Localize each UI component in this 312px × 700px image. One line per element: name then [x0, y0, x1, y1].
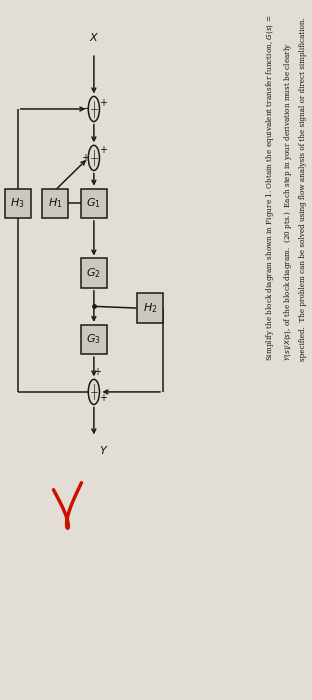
Text: $H_2$: $H_2$: [143, 301, 157, 315]
Text: $H_1$: $H_1$: [48, 197, 62, 210]
Text: +: +: [99, 393, 107, 403]
Text: +: +: [93, 368, 101, 377]
Bar: [5, 188, 31, 218]
Text: $G_1$: $G_1$: [86, 197, 101, 210]
Circle shape: [88, 379, 100, 405]
Bar: [81, 258, 107, 288]
Circle shape: [88, 97, 100, 122]
Text: Simplify the block diagram shown in Figure 1. Obtain the equivalent transfer fun: Simplify the block diagram shown in Figu…: [264, 15, 307, 361]
Bar: [81, 325, 107, 354]
Bar: [42, 188, 68, 218]
Text: −: −: [80, 104, 89, 114]
Bar: [81, 188, 107, 218]
Bar: [137, 293, 163, 323]
Text: $G_2$: $G_2$: [86, 266, 101, 280]
Text: +: +: [80, 153, 89, 163]
Text: +: +: [99, 98, 107, 108]
Text: $H_3$: $H_3$: [11, 197, 25, 210]
Circle shape: [88, 146, 100, 171]
Text: $Y$: $Y$: [100, 444, 109, 456]
Text: $X$: $X$: [89, 31, 99, 43]
Text: +: +: [99, 146, 107, 155]
Text: $G_3$: $G_3$: [86, 332, 101, 346]
